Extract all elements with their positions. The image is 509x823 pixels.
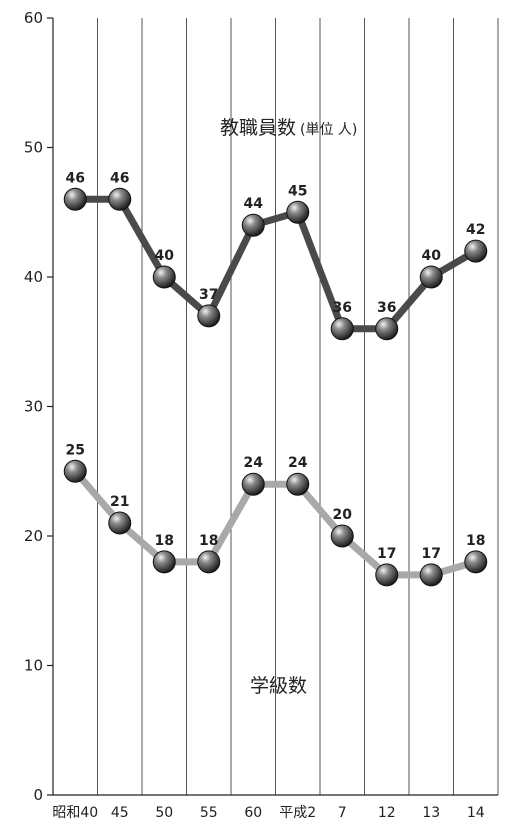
data-point bbox=[330, 317, 354, 341]
data-point bbox=[197, 550, 221, 574]
x-tick-label: 7 bbox=[338, 805, 347, 821]
data-label: 25 bbox=[66, 442, 85, 458]
series-title-staff: 教職員数 (単位 人) bbox=[220, 117, 357, 139]
data-label: 18 bbox=[466, 533, 485, 549]
data-point bbox=[419, 265, 443, 289]
data-label: 40 bbox=[422, 248, 442, 264]
y-tick-label: 30 bbox=[24, 398, 43, 416]
y-tick-label: 0 bbox=[33, 786, 43, 804]
data-point bbox=[197, 304, 221, 328]
y-tick-label: 10 bbox=[24, 657, 43, 675]
data-label: 24 bbox=[288, 455, 308, 471]
series: 46 46 40 37 44 45 36 36 40 42 25 21 18 18 24 24 20 17 17 18 bbox=[63, 170, 488, 587]
data-label: 37 bbox=[199, 287, 218, 303]
x-tick-label: 55 bbox=[200, 805, 218, 821]
y-tick-label: 60 bbox=[24, 9, 43, 27]
series-1: 25 21 18 18 24 24 20 17 17 18 bbox=[63, 442, 488, 587]
series-0: 46 46 40 37 44 45 36 36 40 42 bbox=[63, 170, 488, 341]
data-point bbox=[419, 563, 443, 587]
data-point bbox=[63, 187, 87, 211]
data-label: 45 bbox=[288, 183, 307, 199]
y-tick-label: 50 bbox=[24, 139, 43, 157]
data-point bbox=[464, 239, 488, 263]
grid bbox=[52, 18, 499, 795]
data-point bbox=[152, 265, 176, 289]
data-label: 40 bbox=[155, 248, 175, 264]
data-label: 21 bbox=[110, 494, 129, 510]
x-tick-label: 14 bbox=[467, 805, 485, 821]
data-point bbox=[152, 550, 176, 574]
data-label: 46 bbox=[110, 170, 129, 186]
data-label: 36 bbox=[377, 300, 396, 316]
data-label: 24 bbox=[244, 455, 264, 471]
axes: 0 10 20 30 40 50 60 昭和40 45 50 55 60 平成2 7 12 13 14 bbox=[24, 9, 498, 821]
data-point bbox=[108, 511, 132, 535]
x-tick-label: 45 bbox=[111, 805, 129, 821]
data-point bbox=[330, 524, 354, 548]
x-tick-label: 平成2 bbox=[279, 805, 316, 821]
data-label: 20 bbox=[333, 507, 353, 523]
data-point bbox=[108, 187, 132, 211]
data-point bbox=[241, 213, 265, 237]
data-label: 18 bbox=[155, 533, 174, 549]
x-tick-label: 50 bbox=[155, 805, 173, 821]
data-label: 17 bbox=[422, 546, 441, 562]
series-line bbox=[71, 195, 480, 333]
x-tick-label: 12 bbox=[378, 805, 396, 821]
x-tick-label: 昭和40 bbox=[52, 805, 98, 821]
y-tick-label: 40 bbox=[24, 268, 43, 286]
series-line bbox=[71, 467, 480, 579]
data-label: 17 bbox=[377, 546, 396, 562]
data-label: 42 bbox=[466, 222, 485, 238]
data-label: 44 bbox=[244, 196, 264, 212]
data-point bbox=[286, 200, 310, 224]
data-label: 46 bbox=[66, 170, 85, 186]
data-label: 18 bbox=[199, 533, 218, 549]
y-tick-label: 20 bbox=[24, 527, 43, 545]
data-point bbox=[464, 550, 488, 574]
data-label: 36 bbox=[333, 300, 352, 316]
series-title-classes: 学級数 bbox=[250, 675, 307, 697]
data-point bbox=[375, 563, 399, 587]
data-point bbox=[286, 472, 310, 496]
x-tick-label: 13 bbox=[422, 805, 440, 821]
x-tick-label: 60 bbox=[244, 805, 262, 821]
data-point bbox=[241, 472, 265, 496]
data-point bbox=[63, 459, 87, 483]
data-point bbox=[375, 317, 399, 341]
